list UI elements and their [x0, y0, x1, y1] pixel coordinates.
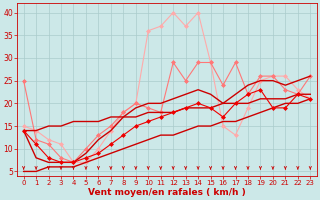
X-axis label: Vent moyen/en rafales ( km/h ): Vent moyen/en rafales ( km/h )	[88, 188, 246, 197]
